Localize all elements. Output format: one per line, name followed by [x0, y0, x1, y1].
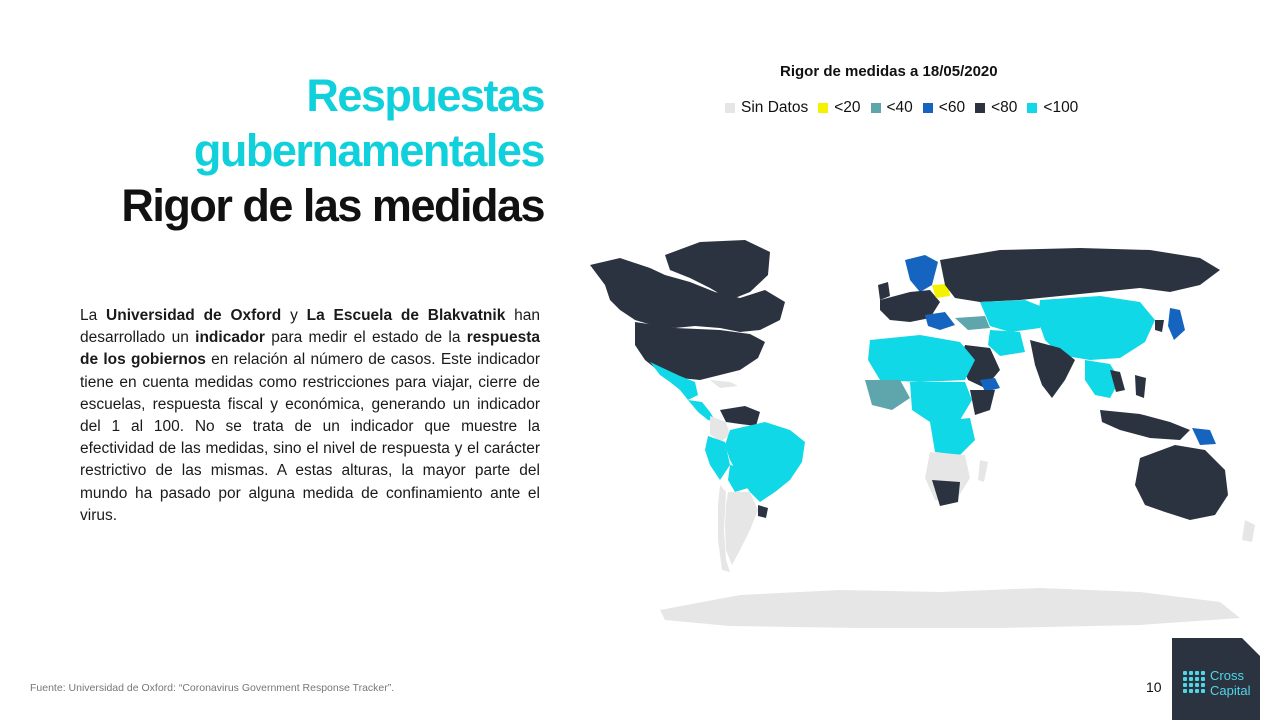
- legend-swatch: [725, 103, 735, 113]
- legend-label: <40: [886, 99, 913, 116]
- logo-dots-icon: [1183, 671, 1205, 693]
- map-title: Rigor de medidas a 18/05/2020: [780, 63, 998, 80]
- region-scandinavia: [905, 255, 938, 292]
- legend-label: <60: [938, 99, 966, 116]
- region-japan: [1168, 308, 1185, 340]
- region-turkey: [955, 316, 990, 330]
- region-central-asia: [980, 300, 1050, 332]
- region-philippines: [1135, 375, 1146, 398]
- description-paragraph: La Universidad de Oxford y La Escuela de…: [80, 305, 540, 527]
- region-china: [1038, 296, 1155, 360]
- legend-label: <20: [834, 99, 861, 116]
- legend-swatch: [975, 103, 986, 113]
- region-venezuela: [720, 406, 760, 426]
- region-central-africa: [910, 382, 972, 422]
- region-yemen: [980, 378, 1000, 392]
- bold-oxford: Universidad de Oxford: [106, 307, 282, 324]
- text-segment: para medir el estado de la: [264, 329, 467, 347]
- logo-corner: [1242, 638, 1260, 656]
- region-east-africa: [930, 418, 975, 455]
- legend-label: <100: [1043, 99, 1079, 116]
- bold-blavatnik: La Escuela de Blakvatnik: [306, 307, 506, 324]
- legend-item-40: <40: [870, 99, 913, 117]
- title-line-1: Respuestas: [306, 70, 545, 121]
- legend-swatch: [1027, 103, 1038, 113]
- logo-line-2: Capital: [1210, 683, 1251, 698]
- region-iran: [988, 330, 1025, 356]
- region-india: [1030, 340, 1075, 398]
- legend-swatch: [870, 103, 881, 113]
- region-colombia: [710, 416, 730, 442]
- page-number: 10: [1146, 679, 1162, 695]
- region-new-zealand: [1242, 520, 1255, 542]
- region-uruguay: [758, 505, 768, 518]
- region-uk: [878, 282, 890, 300]
- legend-item-sin-datos: Sin Datos: [725, 99, 808, 117]
- region-usa: [635, 322, 765, 380]
- legend-item-20: <20: [818, 99, 861, 117]
- region-chile: [718, 485, 730, 572]
- logo-text: Cross Capital: [1210, 668, 1250, 698]
- region-poland: [932, 284, 950, 298]
- legend-swatch: [818, 103, 829, 113]
- world-map: [590, 240, 1255, 628]
- region-caribbean: [710, 380, 738, 388]
- text-segment: y: [281, 307, 307, 324]
- region-west-europe: [880, 290, 940, 322]
- region-russia: [940, 248, 1220, 302]
- region-bolivia: [728, 465, 748, 492]
- legend-item-100: <100: [1027, 99, 1078, 117]
- region-indonesia: [1100, 410, 1190, 440]
- legend-label: <80: [991, 99, 1018, 116]
- logo-line-1: Cross: [1210, 668, 1244, 683]
- text-segment: en relación al número de casos. Este ind…: [80, 351, 541, 524]
- region-balkans: [925, 312, 955, 330]
- source-note: Fuente: Universidad de Oxford: “Coronavi…: [30, 682, 395, 694]
- bold-respuesta: respuesta de los gobiernos: [80, 329, 540, 369]
- legend-label: Sin Datos: [741, 99, 809, 116]
- region-madagascar: [978, 460, 988, 482]
- title-line-3: Rigor de las medidas: [121, 180, 545, 231]
- region-greenland: [665, 240, 770, 300]
- map-legend: Sin Datos <20 <40 <60 <80 <100: [725, 99, 1078, 117]
- region-argentina: [725, 492, 758, 565]
- region-north-africa: [868, 335, 975, 382]
- region-west-africa: [865, 380, 910, 410]
- region-south-africa: [932, 480, 960, 506]
- cross-capital-logo: Cross Capital: [1172, 638, 1260, 720]
- text-segment: han desarrollado un: [80, 307, 540, 347]
- region-vietnam: [1110, 370, 1125, 392]
- region-australia: [1135, 445, 1228, 520]
- region-central-america: [688, 400, 716, 422]
- region-korea: [1155, 320, 1164, 332]
- text-segment: La: [80, 307, 107, 324]
- region-horn-africa: [970, 390, 995, 415]
- legend-swatch: [922, 103, 933, 113]
- region-canada: [590, 258, 785, 332]
- title-line-2: gubernamentales: [193, 125, 546, 176]
- region-png: [1192, 428, 1216, 445]
- legend-item-60: <60: [922, 99, 966, 117]
- region-mexico: [650, 362, 698, 400]
- bold-indicador: indicador: [195, 329, 265, 347]
- legend-item-80: <80: [975, 99, 1017, 117]
- region-peru: [705, 436, 730, 480]
- region-se-asia: [1085, 360, 1120, 398]
- region-antarctica: [660, 588, 1240, 628]
- page-title: Respuestas gubernamentales Rigor de las …: [121, 68, 546, 233]
